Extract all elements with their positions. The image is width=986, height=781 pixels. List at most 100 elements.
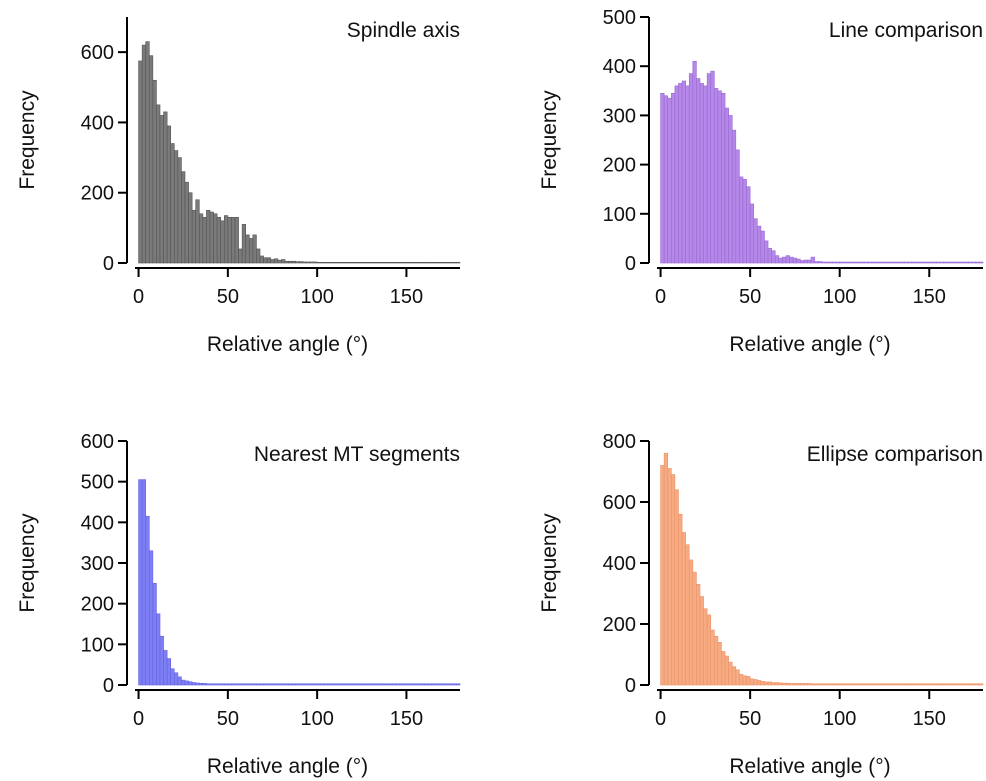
histogram-bar <box>846 683 851 686</box>
histogram-bar <box>356 683 361 686</box>
histogram-bar <box>220 683 225 686</box>
histogram-bar <box>238 248 243 264</box>
panel-title: Ellipse comparison <box>807 443 983 466</box>
histogram-bar <box>456 683 461 686</box>
histogram-bar <box>416 683 422 686</box>
histogram-bar <box>241 224 247 264</box>
histogram-bar <box>957 683 962 686</box>
histogram-bar <box>724 107 729 264</box>
histogram-bar <box>731 666 737 686</box>
histogram-bar <box>799 683 805 686</box>
histogram-bar <box>256 683 261 686</box>
histogram-bar <box>724 655 729 686</box>
histogram-bar <box>860 683 866 686</box>
histogram-bar <box>706 614 712 686</box>
histogram-bar <box>302 261 307 264</box>
histogram-bar <box>145 515 150 686</box>
histogram-bar <box>366 261 372 264</box>
histogram-bar <box>685 544 690 686</box>
histogram-bar <box>452 261 457 264</box>
histogram-bar <box>345 261 350 264</box>
histogram-bar <box>288 683 293 686</box>
histogram-bar <box>782 256 787 264</box>
histogram-bar <box>348 261 354 264</box>
histogram-bar <box>918 261 923 264</box>
histogram-bar <box>943 261 948 264</box>
histogram-bar <box>789 256 794 264</box>
histogram-bar <box>170 668 175 686</box>
histogram-bar <box>868 261 873 264</box>
histogram-bar <box>678 83 683 264</box>
histogram-bar <box>961 261 966 264</box>
x-axis-label: Relative angle (°) <box>729 333 890 356</box>
histogram-bar <box>685 85 690 264</box>
histogram-bar <box>739 176 744 264</box>
y-tick-label: 300 <box>81 553 114 575</box>
x-tick-label: 150 <box>390 708 423 730</box>
histogram-bar <box>291 260 297 264</box>
histogram-bar <box>381 683 386 686</box>
histogram-bar <box>789 683 794 686</box>
x-axis-label: Relative angle (°) <box>729 755 890 778</box>
histogram-bar <box>692 60 697 264</box>
histogram-bar <box>331 261 336 264</box>
histogram-bar <box>954 683 959 686</box>
histogram-bar <box>370 261 375 264</box>
panel-title: Nearest MT segments <box>254 443 460 466</box>
histogram-bar <box>141 44 147 264</box>
histogram-bar <box>760 681 765 686</box>
histogram-bar <box>323 261 329 264</box>
histogram-bar <box>398 683 404 686</box>
histogram-bar <box>860 261 866 264</box>
histogram-bar <box>921 683 926 686</box>
histogram-bar <box>359 261 364 264</box>
y-tick-label: 500 <box>81 472 114 494</box>
histogram-bar <box>807 259 812 264</box>
histogram-bar <box>857 261 862 264</box>
histogram-bar <box>448 683 454 686</box>
x-tick-label: 0 <box>133 708 144 730</box>
histogram-bar <box>173 672 179 686</box>
histogram-bar <box>284 260 289 264</box>
histogram-bar <box>270 259 275 264</box>
histogram-bar <box>667 468 672 686</box>
histogram-bar <box>138 479 143 686</box>
y-tick-label: 600 <box>81 431 114 453</box>
y-tick-label: 0 <box>625 675 636 697</box>
histogram-bar <box>331 683 336 686</box>
histogram-bar <box>273 683 279 686</box>
histogram-bar <box>238 683 243 686</box>
histogram-bar <box>345 683 350 686</box>
histogram-bar <box>281 683 286 686</box>
histogram-bar <box>327 261 332 264</box>
histogram-bar <box>932 261 937 264</box>
histogram-bar <box>767 681 772 686</box>
histogram-bar <box>181 679 186 686</box>
histogram-bar <box>320 261 325 264</box>
histogram-bar <box>764 240 769 264</box>
x-tick-label: 150 <box>390 286 423 308</box>
histogram-bar <box>245 234 250 264</box>
histogram-bar <box>366 683 372 686</box>
histogram-bar <box>975 261 980 264</box>
panel-line-comparison: 0 100 200 300 400 500 0 50 100 150 Relative angle … <box>538 7 984 356</box>
histogram-bar <box>667 97 672 264</box>
histogram-bar <box>660 465 665 686</box>
x-tick-label: 100 <box>823 286 856 308</box>
histogram-bar <box>409 261 414 264</box>
histogram-bar <box>198 213 204 264</box>
histogram-bar <box>188 192 193 264</box>
y-tick-label: 0 <box>103 675 114 697</box>
y-tick-label: 200 <box>603 614 636 636</box>
histogram-bar <box>696 584 701 686</box>
histogram-bar <box>445 261 450 264</box>
x-tick-label: 0 <box>133 286 144 308</box>
x-tick-label: 100 <box>823 708 856 730</box>
histogram-bar <box>163 650 168 686</box>
histogram-bar <box>288 260 293 264</box>
histogram-bar <box>796 258 801 264</box>
histogram-bar <box>388 261 393 264</box>
histogram-bar <box>316 261 322 264</box>
histogram-bar <box>152 79 157 264</box>
